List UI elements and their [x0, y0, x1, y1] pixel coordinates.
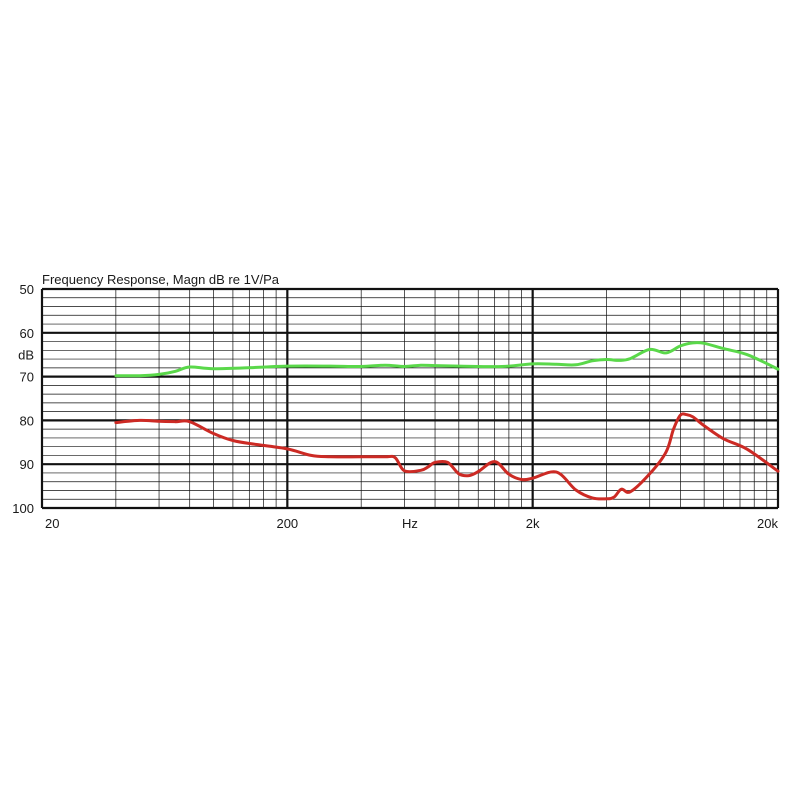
- x-tick-labels: 20 200 2k 20k: [45, 516, 778, 531]
- x-tick-label: 200: [276, 516, 298, 531]
- y-tick-label: 80: [20, 413, 34, 428]
- y-tick-label: 100: [12, 501, 34, 516]
- y-tick-label: 60: [20, 326, 34, 341]
- minor-grid: [42, 289, 778, 508]
- plot-lines: [114, 341, 780, 501]
- chart-title: Frequency Response, Magn dB re 1V/Pa: [42, 272, 280, 287]
- y-tick-label: 90: [20, 457, 34, 472]
- y-tick-labels: 50 60 70 80 90 100: [12, 282, 34, 516]
- major-grid: [40, 287, 780, 510]
- y-axis-unit-label: dB: [18, 348, 34, 363]
- y-tick-label: 70: [20, 370, 34, 385]
- series-line-2: [114, 412, 780, 501]
- x-tick-label: 2k: [526, 516, 540, 531]
- x-tick-label: 20k: [757, 516, 778, 531]
- x-axis-unit-label: Hz: [402, 516, 418, 531]
- y-tick-label: 50: [20, 282, 34, 297]
- x-tick-label: 20: [45, 516, 59, 531]
- series-line-1: [114, 341, 780, 378]
